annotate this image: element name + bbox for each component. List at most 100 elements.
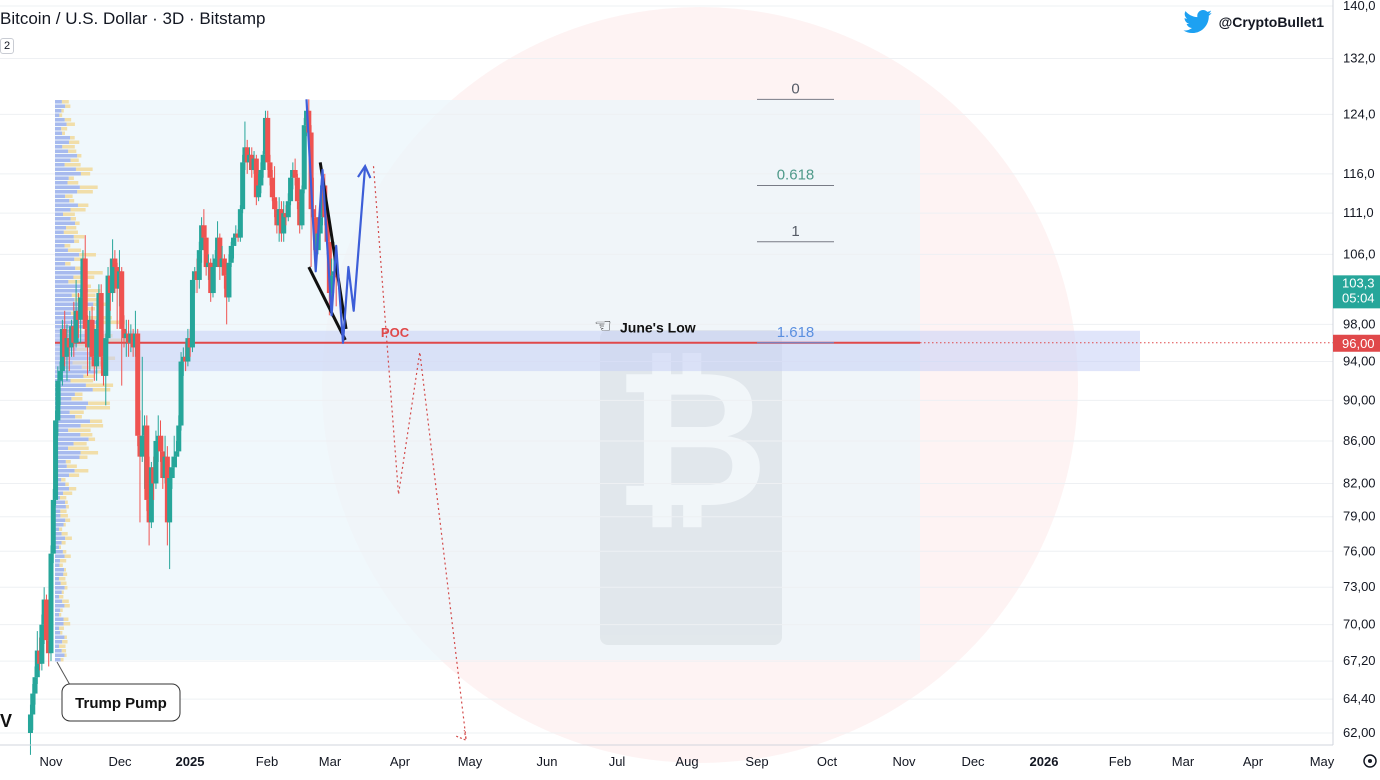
profile-bar-buy	[55, 401, 89, 405]
profile-bar-sell	[60, 658, 64, 662]
profile-bar-sell	[69, 473, 80, 477]
candle	[203, 225, 209, 276]
profile-bar-sell	[68, 428, 91, 432]
candle	[269, 170, 275, 202]
profile-bar-sell	[59, 545, 61, 549]
author-handle-text: @CryptoBullet1	[1218, 14, 1324, 30]
candle	[89, 306, 95, 367]
candle	[189, 271, 195, 353]
candle-body	[73, 310, 79, 343]
profile-bar-buy	[55, 568, 65, 572]
author-handle[interactable]: @CryptoBullet1	[1182, 10, 1324, 34]
profile-bar-sell	[61, 100, 69, 104]
y-tick-label: 98,00	[1343, 316, 1376, 331]
profile-bar-buy	[55, 518, 66, 522]
profile-bar-buy	[55, 284, 85, 288]
candle-body	[253, 158, 259, 198]
candle-body	[167, 478, 173, 523]
wedge-lower-line	[307, 266, 347, 341]
candle	[144, 415, 150, 512]
profile-bar-buy	[55, 217, 71, 221]
profile-bar-buy	[55, 640, 63, 644]
profile-bar-sell	[66, 226, 77, 230]
profile-bar-sell	[98, 320, 125, 324]
profile-bar-buy	[55, 451, 81, 455]
profile-bar-sell	[64, 118, 72, 122]
candle	[299, 185, 305, 230]
candle	[281, 201, 287, 242]
profile-bar-sell	[70, 208, 86, 212]
profile-bar-sell	[77, 203, 89, 207]
profile-bar-sell	[61, 478, 66, 482]
y-tick-label: 116,0	[1343, 166, 1375, 181]
profile-bar-sell	[77, 154, 82, 158]
profile-bar-sell	[68, 176, 74, 180]
candle	[64, 324, 70, 381]
candle	[260, 151, 266, 178]
profile-bar-sell	[85, 383, 114, 387]
candle-body	[256, 185, 262, 198]
profile-bar-buy	[55, 536, 66, 540]
profile-bar-sell	[79, 253, 96, 257]
profile-bar-sell	[70, 217, 76, 221]
profile-bar-sell	[65, 262, 71, 266]
x-tick-label: Dec	[108, 754, 132, 769]
candle-body	[48, 553, 54, 654]
y-tick-label: 86,00	[1343, 433, 1376, 448]
profile-bar-sell	[64, 586, 68, 590]
profile-bar-sell	[68, 149, 77, 153]
profile-bar-sell	[73, 235, 85, 239]
trump-pump-label: Trump Pump	[75, 695, 167, 712]
profile-bar-sell	[63, 491, 73, 495]
candle	[240, 154, 246, 214]
profile-bar-sell	[75, 167, 93, 171]
profile-bar-sell	[88, 401, 110, 405]
profile-bar-sell	[59, 563, 63, 567]
profile-bar-sell	[60, 514, 68, 518]
x-tick-label: Jul	[609, 754, 626, 769]
y-tick-label: 79,00	[1343, 509, 1376, 524]
candle-body	[53, 420, 59, 500]
candle-body	[98, 293, 104, 357]
candle-body	[292, 170, 298, 178]
profile-bar-buy	[55, 473, 70, 477]
profile-bar-sell	[59, 113, 63, 117]
candle-body	[78, 297, 84, 320]
profile-bar-buy	[55, 577, 59, 581]
candle-body	[285, 201, 291, 218]
y-tick-label: 132,0	[1343, 51, 1376, 66]
interval-badge[interactable]: 2	[0, 38, 15, 54]
candle-body	[39, 624, 45, 664]
profile-bar-sell	[62, 131, 65, 135]
profile-bar-sell	[64, 653, 67, 657]
x-tick-label: Jun	[537, 754, 558, 769]
profile-bar-buy	[55, 208, 71, 212]
profile-bar-sell	[74, 257, 86, 261]
profile-bar-buy	[55, 289, 88, 293]
profile-bar-sell	[68, 140, 80, 144]
candle	[185, 328, 191, 367]
profile-bar-buy	[55, 514, 61, 518]
x-tick-label: Apr	[1243, 754, 1264, 769]
candle-body	[176, 425, 182, 452]
profile-bar-sell	[59, 496, 67, 500]
x-tick-label: Feb	[256, 754, 278, 769]
profile-bar-buy	[55, 626, 60, 630]
profile-bar-buy	[55, 239, 75, 243]
fib-label-1: 0.618	[777, 166, 815, 183]
profile-bar-buy	[55, 446, 68, 450]
profile-bar-sell	[62, 550, 67, 554]
profile-bar-buy	[55, 397, 72, 401]
profile-bar-buy	[55, 190, 78, 194]
profile-bar-sell	[59, 644, 66, 648]
profile-bar-buy	[55, 509, 61, 513]
profile-bar-buy	[55, 266, 76, 270]
x-tick-label: May	[1310, 754, 1335, 769]
profile-bar-sell	[59, 559, 67, 563]
candle-body	[299, 189, 305, 226]
level-price-label: 96,00	[1342, 336, 1375, 351]
x-tick-label: Apr	[390, 754, 411, 769]
profile-bar-sell	[63, 617, 69, 621]
profile-bar-sell	[79, 455, 88, 459]
